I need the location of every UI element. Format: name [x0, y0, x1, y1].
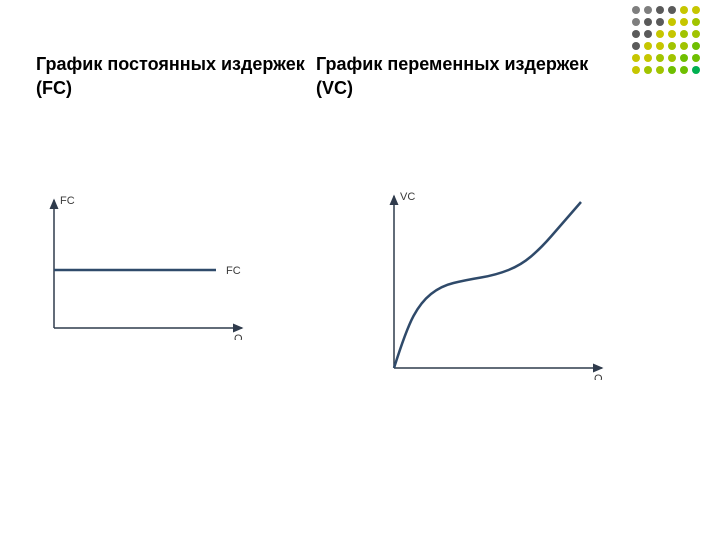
- title-vc: График переменных издержек (VC): [316, 52, 596, 101]
- charts-row: FC Q FC VC Q: [36, 180, 616, 385]
- vc-chart-svg: VC Q: [376, 180, 616, 380]
- svg-text:Q: Q: [234, 333, 243, 340]
- dots-decoration: [630, 4, 702, 81]
- vc-chart: VC Q: [376, 180, 616, 385]
- title-fc: График постоянных издержек (FC): [36, 52, 316, 101]
- svg-text:FC: FC: [226, 265, 241, 277]
- titles-row: График постоянных издержек (FC) График п…: [36, 52, 596, 101]
- svg-text:FC: FC: [60, 195, 75, 207]
- dots-svg: [630, 4, 702, 76]
- fc-chart-svg: FC Q FC: [36, 180, 256, 340]
- svg-text:Q: Q: [594, 373, 603, 380]
- fc-chart: FC Q FC: [36, 180, 256, 385]
- svg-text:VC: VC: [400, 191, 415, 203]
